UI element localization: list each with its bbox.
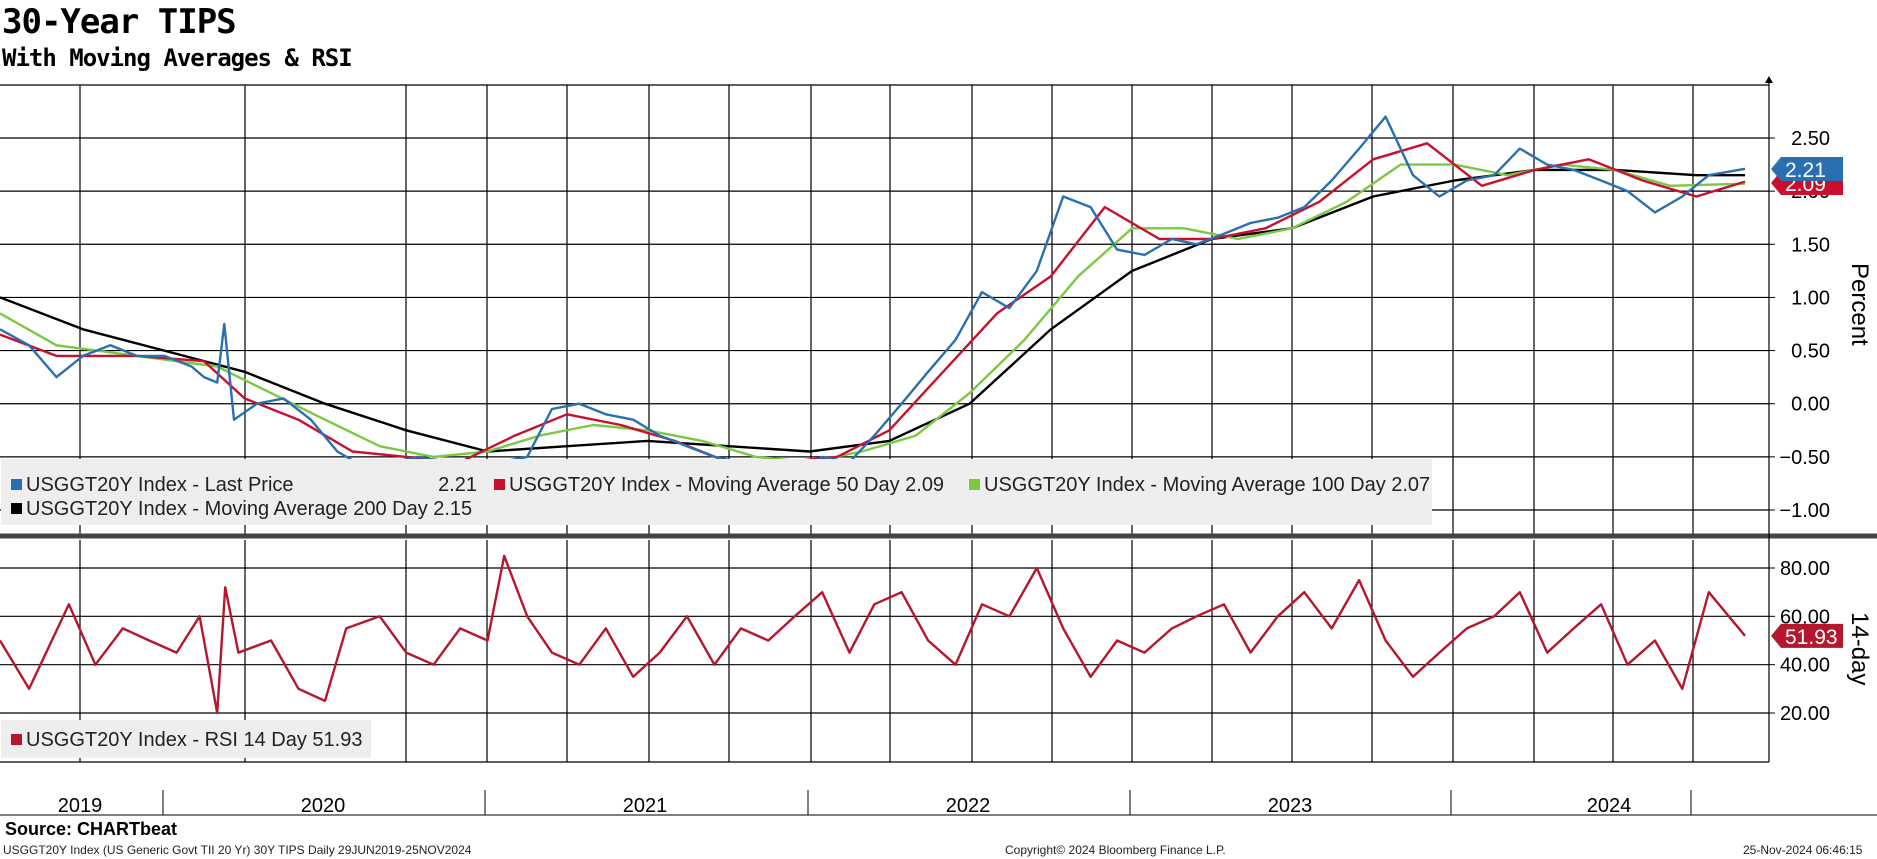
tag-rsi-box	[1771, 623, 1843, 648]
x-axis-year-2022: 2022	[946, 795, 991, 817]
tag-last-price: 2.21	[1771, 157, 1843, 182]
legend-swatch-ma200	[11, 503, 22, 514]
legend-label-last-price: USGGT20Y Index - Last Price	[26, 474, 294, 496]
ytick-label-price-2: 1.50	[1791, 234, 1830, 256]
price-legend: USGGT20Y Index - Last Price 2.21 USGGT20…	[1, 459, 1432, 525]
footer-description: USGGT20Y Index (US Generic Govt TII 20 Y…	[3, 843, 472, 857]
legend-item-ma200: USGGT20Y Index - Moving Average 200 Day …	[11, 498, 472, 521]
axes: 2.502.001.501.000.500.00−0.50−1.0080.006…	[58, 128, 1873, 817]
x-axis-year-2019: 2019	[58, 795, 103, 817]
x-axis-year-2021: 2021	[623, 795, 668, 817]
legend-swatch-ma100	[969, 479, 980, 490]
y-axis-title-price: Percent	[1846, 263, 1873, 346]
legend-label-ma200: USGGT20Y Index - Moving Average 200 Day …	[26, 498, 473, 520]
legend-swatch-ma50	[494, 479, 505, 490]
series-ma100	[0, 163, 1746, 464]
ytick-label-rsi-3: 20.00	[1780, 703, 1830, 725]
footer-timestamp: 25-Nov-2024 06:46:15	[1743, 843, 1863, 857]
ytick-label-price-3: 1.00	[1791, 287, 1830, 309]
series-ma50	[0, 142, 1746, 464]
legend-label-ma50: USGGT20Y Index - Moving Average 50 Day 2…	[509, 474, 945, 496]
tag-last-price-text: 2.21	[1785, 159, 1826, 182]
source-note: Source: CHARTbeat	[5, 819, 178, 839]
series-lines	[0, 115, 1746, 715]
tag-last-price-box	[1771, 157, 1843, 181]
ytick-label-price-5: 0.00	[1791, 394, 1830, 416]
chart-frame	[0, 76, 1877, 816]
right-axis-arrow	[1765, 76, 1773, 83]
legend-value-last-price: 2.21	[438, 474, 477, 496]
y-axis-title-rsi: 14-day	[1846, 612, 1873, 685]
ytick-label-price-6: −0.50	[1779, 447, 1830, 469]
chart-title: 30-Year TIPS	[2, 2, 237, 42]
legend-item-ma100: USGGT20Y Index - Moving Average 100 Day …	[969, 474, 1430, 497]
x-axis-year-2024: 2024	[1587, 795, 1632, 817]
legend-item-rsi: USGGT20Y Index - RSI 14 Day 51.93	[11, 729, 362, 752]
ytick-label-rsi-1: 60.00	[1780, 606, 1830, 628]
ytick-label-price-7: −1.00	[1779, 500, 1830, 522]
ytick-label-rsi-2: 40.00	[1780, 655, 1830, 677]
rsi-legend: USGGT20Y Index - RSI 14 Day 51.93	[1, 720, 371, 758]
series-ma200	[0, 168, 1745, 453]
legend-swatch-last-price	[11, 479, 22, 490]
legend-item-ma50: USGGT20Y Index - Moving Average 50 Day 2…	[494, 474, 944, 497]
tag-rsi: 51.93	[1771, 623, 1843, 649]
series-rsi	[0, 554, 1746, 715]
ytick-label-price-4: 0.50	[1791, 341, 1830, 363]
x-axis-year-2023: 2023	[1268, 795, 1313, 817]
tag-rsi-text: 51.93	[1785, 626, 1838, 649]
ytick-label-rsi-0: 80.00	[1780, 558, 1830, 580]
footer-copyright: Copyright© 2024 Bloomberg Finance L.P.	[1005, 843, 1226, 857]
legend-swatch-rsi	[11, 734, 22, 745]
x-axis-year-2020: 2020	[301, 795, 346, 817]
ytick-label-price-0: 2.50	[1791, 128, 1830, 150]
chart-subtitle: With Moving Averages & RSI	[2, 44, 353, 72]
legend-label-rsi: USGGT20Y Index - RSI 14 Day 51.93	[26, 729, 363, 751]
legend-item-last-price: USGGT20Y Index - Last Price 2.21	[11, 474, 477, 497]
legend-label-ma100: USGGT20Y Index - Moving Average 100 Day …	[984, 474, 1431, 496]
